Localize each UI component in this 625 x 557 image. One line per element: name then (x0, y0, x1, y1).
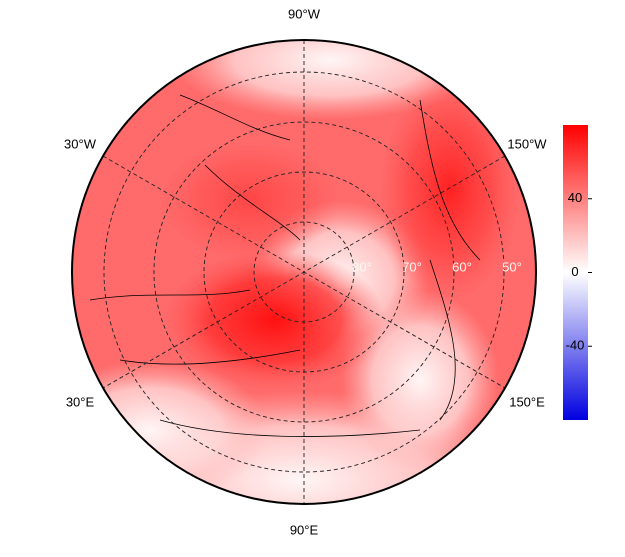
meridian-label: 150°E (509, 394, 545, 409)
colorbar (563, 125, 588, 420)
meridian-label: 30°W (64, 136, 97, 151)
map-boundary (71, 39, 537, 505)
colorbar-tick-label: 40 (568, 190, 582, 205)
meridian-label: 90°E (290, 522, 319, 537)
coastline (89, 94, 481, 437)
latitude-label: 80° (352, 259, 372, 274)
latitude-label: 50° (502, 259, 522, 274)
colorbar-tick-label: 0 (571, 264, 578, 279)
meridian-label: 90°W (288, 6, 321, 21)
colorbar-tick-label: -40 (566, 338, 585, 353)
graticule (102, 40, 506, 504)
meridian-label: 30°E (66, 394, 95, 409)
meridian-label: 150°W (507, 136, 547, 151)
latitude-label: 60° (452, 259, 472, 274)
latitude-label: 70° (402, 259, 422, 274)
field (72, 40, 536, 504)
